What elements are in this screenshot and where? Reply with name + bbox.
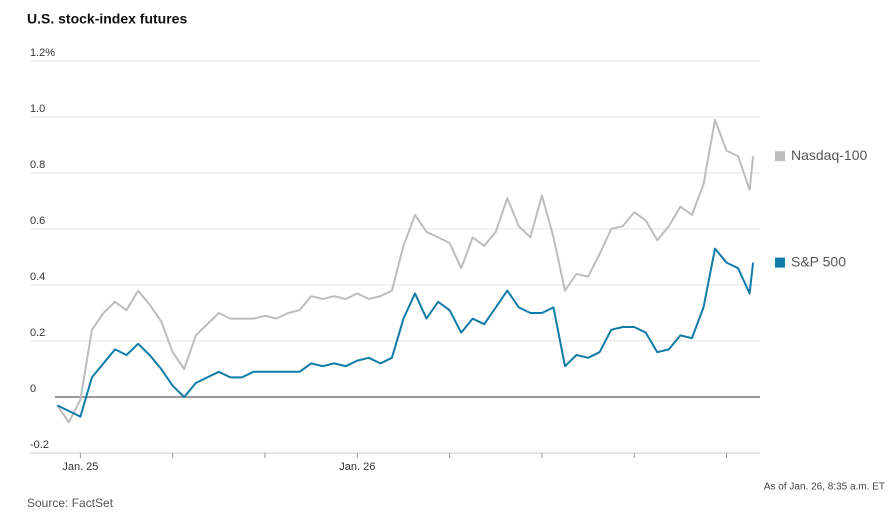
y-tick-label: 0: [30, 383, 36, 395]
series-line: [56, 118, 755, 424]
series-line: [56, 247, 755, 418]
chart-title: U.S. stock-index futures: [27, 11, 187, 27]
y-tick-label: 0.8: [30, 159, 45, 171]
x-tick-label: Jan. 25: [62, 461, 98, 473]
y-tick-label: 1.2%: [30, 47, 55, 59]
source: Source: FactSet: [27, 496, 114, 510]
y-tick-label: -0.2: [30, 439, 49, 451]
legend-swatch: [775, 151, 785, 162]
legend-label: Nasdaq-100: [791, 147, 867, 163]
y-tick-label: 0.6: [30, 215, 45, 227]
legend-swatch: [775, 257, 785, 268]
note: As of Jan. 26, 8:35 a.m. ET: [764, 482, 885, 493]
y-tick-label: 0.2: [30, 327, 45, 339]
y-tick-label: 0.4: [30, 271, 45, 283]
legend-label: S&P 500: [791, 253, 846, 269]
x-tick-label: Jan. 26: [339, 461, 375, 473]
y-tick-label: 1.0: [30, 103, 45, 115]
